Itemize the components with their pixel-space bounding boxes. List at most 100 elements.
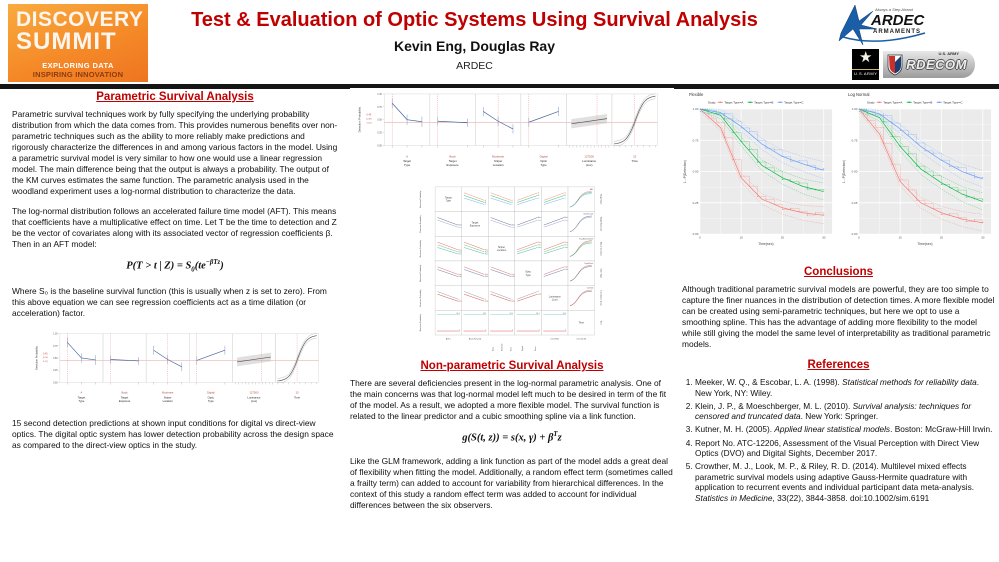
svg-text:127500: 127500: [485, 301, 490, 303]
svg-text:C: C: [565, 198, 567, 200]
svg-text:10: 10: [899, 236, 903, 240]
spline-formula: g(S(t, z)) = s(x, γ) + βTz: [462, 431, 562, 444]
svg-text:Detection Probability: Detection Probability: [419, 265, 422, 282]
svg-text:10: 10: [740, 236, 744, 240]
svg-text:Type: Type: [404, 163, 411, 167]
svg-text:B: B: [538, 195, 539, 197]
parametric-para2: The log-normal distribution follows an a…: [12, 206, 337, 249]
svg-text:Sniper: Sniper: [498, 246, 505, 249]
ardec-logo-subtext: ARMAMENTS: [873, 29, 921, 35]
army-label: U.S.ARMY: [852, 68, 880, 76]
conclusions-text: Although traditional parametric survival…: [682, 284, 995, 349]
svg-text:(Lux): (Lux): [586, 163, 593, 167]
interaction-matrix-chart: Detection Probability Target Type Target Ty…: [419, 186, 602, 352]
svg-text:Target: Target: [472, 221, 479, 224]
survival-charts-row: Flexible Study Target Type=A Target Type=B T…: [682, 88, 995, 259]
logo-line1: DISCOVERY: [16, 8, 144, 31]
svg-text:0: 0: [512, 299, 513, 301]
svg-text:0127500: 0127500: [587, 288, 593, 290]
svg-text:127500: 127500: [458, 301, 463, 303]
svg-text:Target Type=C: Target Type=C: [784, 100, 804, 104]
rdecom-logo-subtext: U.S. ARMY: [938, 51, 959, 56]
svg-text:Hard: Hard: [510, 347, 512, 351]
svg-text:0.75: 0.75: [53, 345, 58, 347]
svg-text:Target Type=B: Target Type=B: [913, 100, 932, 104]
svg-text:Target Exposure: Target Exposure: [599, 217, 602, 232]
ardec-armaments-logo: ARDEC ARMAMENTS Always a Step Ahead: [837, 3, 947, 47]
svg-text:Optic: Optic: [208, 395, 215, 399]
svg-text:Back: Back: [565, 217, 569, 219]
logo-line2: SUMMIT: [16, 28, 117, 56]
svg-text:Target: Target: [403, 159, 411, 163]
svg-text:1 - P(Detection): 1 - P(Detection): [842, 160, 846, 184]
svg-text:Target Type: Target Type: [599, 194, 602, 205]
svg-text:0: 0: [699, 236, 701, 240]
prediction-profiler-chart: 0.00 0.25 0.50 0.75 1.00 Detection Probabilit…: [34, 333, 319, 403]
svg-text:0: 0: [458, 299, 459, 301]
svg-text:0: 0: [858, 236, 860, 240]
references-list: Meeker, W. Q., & Escobar, L. A. (1998). …: [682, 377, 995, 504]
svg-text:Digital: Digital: [458, 273, 463, 276]
svg-text:127500: 127500: [249, 390, 259, 394]
svg-text:B: B: [565, 195, 566, 197]
svg-text:0 127500: 0 127500: [551, 339, 560, 341]
svg-text:Forward: Forward: [538, 219, 544, 222]
parametric-para3: Where S₀ is the baseline survival functi…: [12, 285, 327, 318]
svg-text:Type: Type: [79, 399, 85, 403]
svg-text:Digital: Digital: [512, 273, 517, 276]
rdecom-shield-icon: [887, 54, 903, 75]
svg-text:1: 1: [512, 329, 513, 331]
svg-text:Digital: Digital: [521, 346, 524, 352]
svg-text:Type: Type: [208, 399, 214, 403]
army-star-glyph: ★: [858, 49, 873, 66]
svg-text:0.75: 0.75: [852, 138, 858, 142]
svg-text:Detection Probability: Detection Probability: [419, 289, 422, 306]
svg-text:127500: 127500: [538, 294, 543, 296]
svg-text:Target: Target: [445, 197, 452, 200]
right-column: Flexible Study Target Type=A Target Type=B T…: [682, 88, 995, 506]
svg-text:Digital: Digital: [485, 273, 490, 276]
svg-text:Optic Type: Optic Type: [599, 269, 602, 279]
svg-text:Optic: Optic: [525, 271, 531, 274]
reference-item: Report No. ATC-12206, Assessment of the …: [695, 438, 995, 459]
svg-text:DigitalDirect: DigitalDirect: [584, 262, 593, 265]
rdecom-logo-text: RDECOM: [906, 57, 967, 72]
svg-text:A: A: [485, 199, 487, 202]
svg-text:1.00: 1.00: [53, 333, 58, 335]
svg-text:1 - P(Detection): 1 - P(Detection): [683, 160, 687, 184]
svg-text:Back: Back: [449, 154, 456, 158]
svg-text:99.1: 99.1: [510, 313, 513, 315]
svg-text:(Lux): (Lux): [251, 399, 257, 403]
svg-text:Type: Type: [525, 274, 531, 277]
parametric-para1: Parametric survival techniques work by f…: [12, 109, 338, 196]
svg-text:Detection Probability: Detection Probability: [358, 106, 362, 132]
svg-text:Easy: Easy: [458, 249, 462, 251]
svg-text:Digital: Digital: [207, 390, 215, 394]
svg-text:Sniper: Sniper: [164, 395, 172, 399]
svg-text:0: 0: [485, 299, 486, 301]
svg-text:A: A: [538, 191, 540, 194]
svg-text:A: A: [81, 390, 83, 394]
svg-text:15: 15: [633, 154, 637, 158]
svg-text:99.1: 99.1: [536, 313, 539, 315]
nonparametric-para1: There are several deficiencies present i…: [350, 378, 667, 421]
svg-text:BackForward: BackForward: [584, 213, 594, 216]
svg-text:Direct: Direct: [534, 346, 537, 351]
svg-text:Moderate: Moderate: [162, 390, 174, 394]
svg-text:0: 0: [538, 291, 539, 293]
svg-text:30: 30: [822, 236, 826, 240]
svg-text:[0.38,: [0.38,: [367, 119, 373, 121]
rdecom-logo: RDECOM: [883, 51, 975, 78]
svg-text:1.00: 1.00: [377, 93, 382, 96]
discovery-summit-logo: DISCOVERY SUMMIT EXPLORING DATA INSPIRIN…: [8, 4, 148, 82]
army-rdecom-logos: ★ U.S.ARMY RDECOM: [852, 49, 975, 80]
svg-text:Moderate: Moderate: [500, 344, 503, 352]
svg-text:Hard: Hard: [485, 253, 489, 256]
svg-text:Flexible: Flexible: [689, 92, 704, 97]
svg-text:Target: Target: [449, 159, 457, 163]
aft-formula: P(T > t | Z) = S0(te−βTz): [126, 259, 224, 274]
lognormal-survival-chart: Log Normal Study Target Type=A Target Type=…: [842, 92, 992, 246]
svg-text:0.50: 0.50: [693, 170, 699, 174]
svg-text:Back: Back: [538, 217, 542, 219]
